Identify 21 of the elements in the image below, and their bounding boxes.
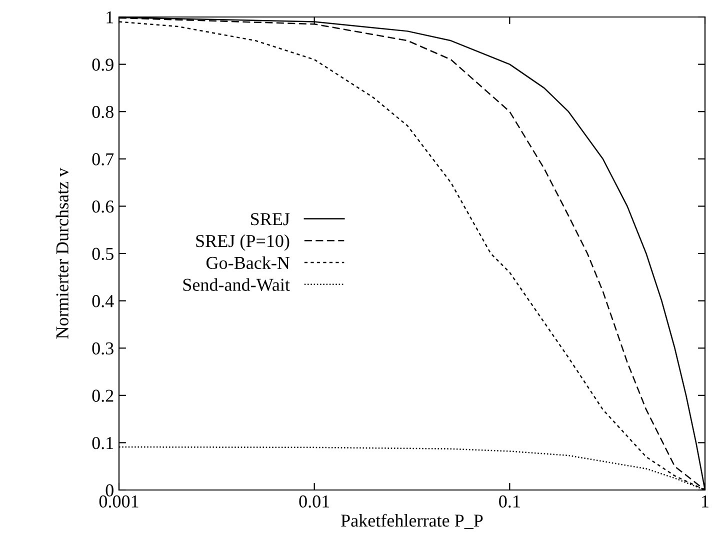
y-axis-title: Normierter Durchsatz v [56, 168, 68, 339]
x-axis-title: Paketfehlerrate P_P [341, 514, 483, 529]
legend-label: SREJ (P=10) [196, 234, 290, 251]
x-tick-label: 0.001 [99, 495, 138, 508]
x-tick-label: 0.01 [299, 495, 330, 508]
y-tick-label: 0.8 [92, 106, 114, 118]
x-tick-label: 0.1 [499, 495, 520, 508]
y-tick-label: 0 [106, 484, 114, 496]
y-tick-label: 0.2 [92, 390, 114, 402]
legend-label: SREJ [251, 213, 290, 226]
x-tick-label: 1 [702, 495, 708, 508]
y-tick-label: 0.9 [92, 58, 114, 71]
y-tick-label: 0.6 [92, 200, 114, 213]
y-tick-label: 1 [106, 11, 114, 24]
legend-label: Go-Back-N [206, 256, 290, 270]
y-tick-label: 0.4 [92, 295, 114, 308]
y-tick-label: 0.1 [92, 436, 114, 450]
y-tick-label: 0.7 [92, 153, 114, 166]
legend-label: Send-and-Wait [183, 278, 290, 292]
y-tick-label: 0.5 [92, 248, 114, 260]
y-tick-label: 0.3 [92, 342, 114, 355]
